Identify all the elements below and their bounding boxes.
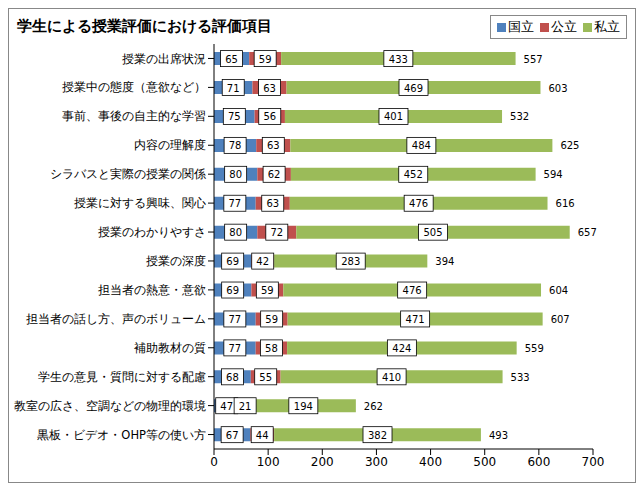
svg-text:493: 493 [489, 430, 508, 441]
svg-text:63: 63 [267, 140, 280, 151]
svg-text:21: 21 [239, 401, 252, 412]
svg-text:394: 394 [435, 256, 454, 267]
svg-text:452: 452 [404, 169, 423, 180]
svg-text:616: 616 [556, 198, 575, 209]
svg-text:476: 476 [403, 285, 422, 296]
svg-text:69: 69 [226, 256, 239, 267]
svg-text:401: 401 [384, 111, 403, 122]
svg-text:56: 56 [263, 111, 276, 122]
svg-text:559: 559 [525, 343, 544, 354]
svg-text:77: 77 [228, 314, 241, 325]
svg-text:65: 65 [225, 54, 238, 65]
svg-text:学生の意見・質問に対する配慮: 学生の意見・質問に対する配慮 [38, 370, 206, 384]
svg-text:532: 532 [510, 111, 529, 122]
svg-text:410: 410 [382, 372, 401, 383]
svg-text:59: 59 [261, 285, 274, 296]
svg-text:469: 469 [404, 83, 423, 94]
svg-text:62: 62 [268, 169, 281, 180]
svg-text:シラバスと実際の授業の関係: シラバスと実際の授業の関係 [50, 167, 206, 181]
svg-text:授業の出席状況: 授業の出席状況 [122, 52, 206, 66]
svg-text:476: 476 [409, 198, 428, 209]
svg-text:67: 67 [226, 430, 239, 441]
svg-text:72: 72 [270, 227, 283, 238]
svg-text:授業のわかりやすさ: 授業のわかりやすさ [98, 225, 206, 239]
svg-text:600: 600 [527, 455, 550, 469]
svg-text:71: 71 [227, 83, 240, 94]
svg-text:557: 557 [524, 54, 543, 65]
svg-text:625: 625 [560, 140, 579, 151]
svg-text:700: 700 [582, 455, 605, 469]
svg-text:100: 100 [257, 455, 280, 469]
svg-text:505: 505 [423, 227, 442, 238]
svg-text:484: 484 [412, 140, 431, 151]
html-text:公立: 公立 [551, 19, 577, 34]
svg-text:担当者の熱意・意欲: 担当者の熱意・意欲 [98, 283, 206, 297]
svg-text:黒板・ビデオ・OHP等の使い方: 黒板・ビデオ・OHP等の使い方 [37, 428, 206, 442]
svg-text:58: 58 [265, 343, 278, 354]
svg-text:300: 300 [365, 455, 388, 469]
svg-text:0: 0 [210, 455, 218, 469]
svg-text:教室の広さ、空調などの物理的環境: 教室の広さ、空調などの物理的環境 [14, 399, 206, 413]
svg-text:424: 424 [392, 343, 411, 354]
svg-text:80: 80 [229, 227, 242, 238]
svg-text:78: 78 [229, 140, 242, 151]
svg-text:200: 200 [311, 455, 334, 469]
svg-text:事前、事後の自主的な学習: 事前、事後の自主的な学習 [62, 109, 206, 123]
svg-text:607: 607 [551, 314, 570, 325]
svg-text:382: 382 [368, 430, 387, 441]
svg-text:471: 471 [406, 314, 425, 325]
svg-text:59: 59 [265, 314, 278, 325]
svg-text:604: 604 [549, 285, 568, 296]
svg-text:授業中の態度（意欲など）: 授業中の態度（意欲など） [62, 80, 206, 94]
html-text:学生による授業評価における評価項目: 学生による授業評価における評価項目 [17, 17, 272, 35]
svg-text:80: 80 [229, 169, 242, 180]
svg-text:授業の深度: 授業の深度 [146, 254, 206, 268]
svg-text:77: 77 [228, 343, 241, 354]
svg-text:授業に対する興味、関心: 授業に対する興味、関心 [74, 196, 206, 210]
svg-text:補助教材の質: 補助教材の質 [134, 341, 206, 355]
svg-text:59: 59 [259, 54, 272, 65]
svg-text:44: 44 [256, 430, 269, 441]
svg-text:内容の理解度: 内容の理解度 [134, 138, 206, 152]
svg-text:42: 42 [256, 256, 269, 267]
svg-text:63: 63 [263, 83, 276, 94]
svg-text:担当者の話し方、声のボリューム: 担当者の話し方、声のボリューム [26, 312, 206, 326]
svg-text:657: 657 [578, 227, 597, 238]
svg-text:63: 63 [266, 198, 279, 209]
svg-text:55: 55 [259, 372, 272, 383]
svg-text:603: 603 [548, 83, 567, 94]
svg-text:75: 75 [228, 111, 241, 122]
svg-text:68: 68 [226, 372, 239, 383]
html-text:私立: 私立 [594, 19, 620, 34]
svg-text:400: 400 [419, 455, 442, 469]
svg-text:283: 283 [341, 256, 360, 267]
svg-text:77: 77 [228, 198, 241, 209]
html-text:国立: 国立 [508, 19, 534, 34]
svg-text:69: 69 [226, 285, 239, 296]
svg-text:500: 500 [473, 455, 496, 469]
svg-text:433: 433 [389, 54, 408, 65]
svg-text:533: 533 [511, 372, 530, 383]
svg-text:194: 194 [294, 401, 313, 412]
svg-text:594: 594 [544, 169, 563, 180]
svg-text:47: 47 [220, 401, 233, 412]
svg-text:262: 262 [364, 401, 383, 412]
